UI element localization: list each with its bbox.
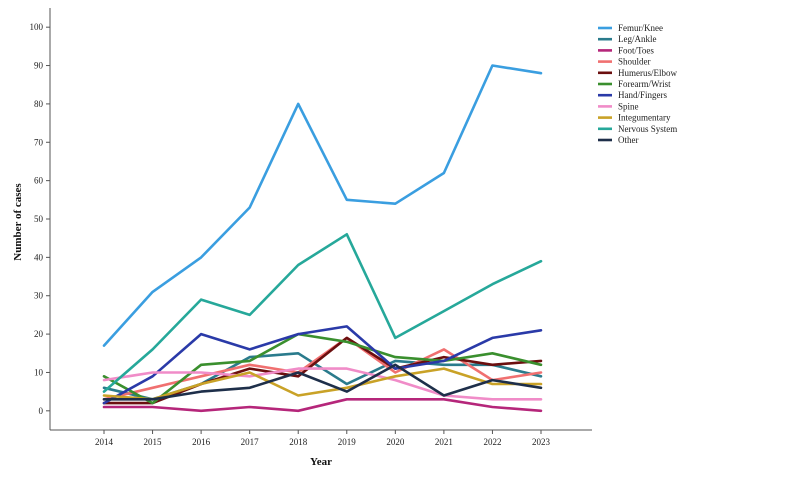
series-line-foot-toes — [102, 397, 543, 413]
legend-item-leg-ankle: Leg/Ankle — [598, 34, 657, 44]
y-tick-label: 20 — [34, 329, 44, 339]
series-line-humerus-elbow — [102, 336, 543, 405]
series-line-integumentary — [102, 367, 543, 401]
x-tick-label: 2022 — [483, 437, 501, 447]
x-tick-label: 2014 — [95, 437, 114, 447]
legend-label: Forearm/Wrist — [618, 79, 671, 89]
legend-label: Spine — [618, 101, 639, 111]
legend-item-other: Other — [598, 135, 639, 145]
legend-label: Femur/Knee — [618, 23, 663, 33]
y-tick-label: 10 — [34, 367, 44, 377]
legend-label: Humerus/Elbow — [618, 68, 677, 78]
y-axis: 0 10 20 30 40 50 60 70 80 90 100 — [30, 8, 51, 430]
series-lines — [102, 64, 543, 413]
legend-item-femur-knee: Femur/Knee — [598, 23, 663, 33]
legend-label: Leg/Ankle — [618, 34, 657, 44]
x-axis: 2014 2015 2016 2017 2018 2019 2020 2021 2022 2023 — [50, 429, 592, 447]
y-tick-label: 90 — [34, 61, 44, 71]
y-tick-label: 0 — [39, 406, 44, 416]
legend-item-hand-fingers: Hand/Fingers — [598, 90, 667, 100]
x-tick-label: 2020 — [386, 437, 405, 447]
legend-label: Other — [618, 135, 639, 145]
legend-label: Integumentary — [618, 113, 671, 123]
series-line-shoulder — [102, 336, 543, 401]
series-line-forearm-wrist — [102, 332, 543, 405]
y-tick-label: 50 — [34, 214, 44, 224]
legend-item-nervous-system: Nervous System — [598, 124, 677, 134]
x-axis-title: Year — [310, 456, 332, 468]
series-line-other — [102, 363, 543, 401]
legend-item-spine: Spine — [598, 101, 639, 111]
legend-label: Hand/Fingers — [618, 90, 667, 100]
x-tick-label: 2019 — [338, 437, 357, 447]
x-tick-label: 2018 — [289, 437, 308, 447]
legend-item-shoulder: Shoulder — [598, 57, 651, 67]
x-tick-label: 2015 — [144, 437, 163, 447]
y-tick-label: 100 — [30, 22, 44, 32]
series-line-femur-knee — [102, 64, 543, 347]
legend-label: Nervous System — [618, 124, 677, 134]
x-tick-label: 2017 — [241, 437, 260, 447]
series-line-spine — [102, 367, 543, 401]
y-tick-label: 30 — [34, 291, 44, 301]
x-tick-label: 2021 — [435, 437, 453, 447]
x-tick-label: 2016 — [192, 437, 211, 447]
y-tick-label: 70 — [34, 137, 44, 147]
legend-label: Foot/Toes — [618, 45, 654, 55]
y-tick-label: 80 — [34, 99, 44, 109]
legend-item-integumentary: Integumentary — [598, 113, 671, 123]
series-line-hand-fingers — [102, 325, 543, 405]
legend-item-forearm-wrist: Forearm/Wrist — [598, 79, 671, 89]
y-tick-label: 60 — [34, 176, 44, 186]
legend-label: Shoulder — [618, 57, 651, 67]
series-line-nervous-system — [102, 233, 543, 393]
legend-item-foot-toes: Foot/Toes — [598, 45, 654, 55]
legend-item-humerus-elbow: Humerus/Elbow — [598, 68, 677, 78]
y-axis-title: Number of cases — [12, 183, 24, 261]
y-tick-label: 40 — [34, 252, 44, 262]
x-tick-label: 2023 — [532, 437, 551, 447]
